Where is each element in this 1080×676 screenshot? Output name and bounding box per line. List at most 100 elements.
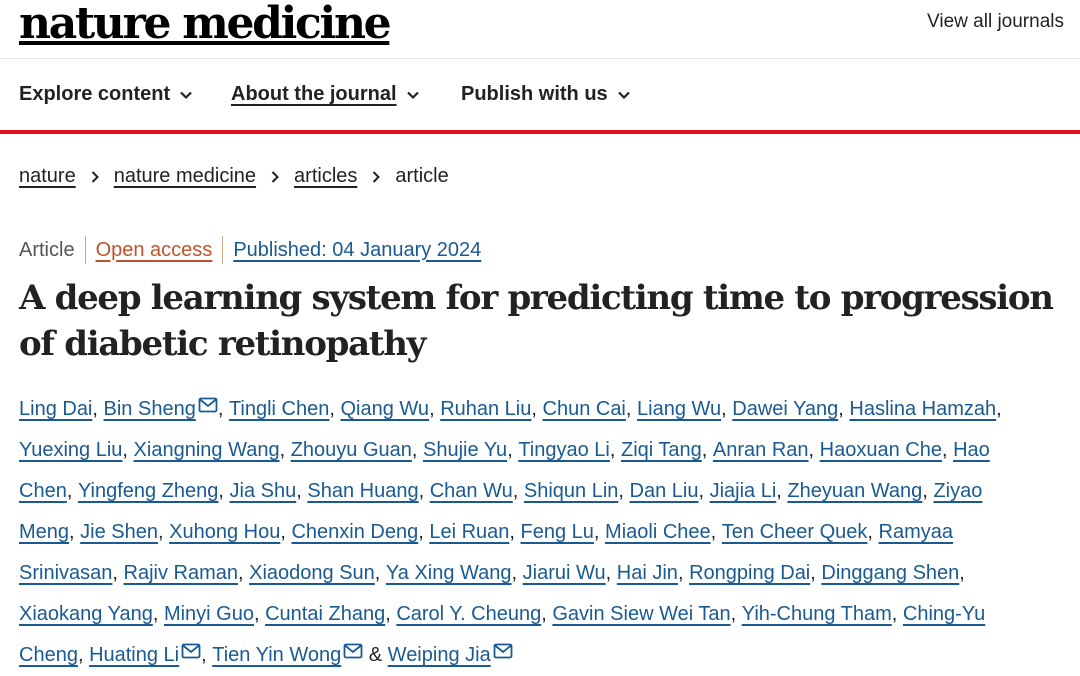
author-item: Minyi Guo, <box>163 603 266 625</box>
author-link[interactable]: Zheyuan Wang <box>787 480 923 502</box>
site-header: nature medicine View all journals <box>0 0 1080 59</box>
author-link[interactable]: Lei Ruan <box>429 521 510 543</box>
author-link[interactable]: Shan Huang <box>307 480 419 502</box>
author-item: Haslina Hamzah, <box>849 398 1002 420</box>
nav-publish-with-us-label: Publish with us <box>461 83 608 105</box>
author-link[interactable]: Jie Shen <box>80 521 158 543</box>
author-link[interactable]: Ling Dai <box>19 398 93 420</box>
meta-divider <box>222 236 224 264</box>
author-link[interactable]: Xuhong Hou <box>169 521 281 543</box>
author-link[interactable]: Hai Jin <box>616 562 678 584</box>
author-link[interactable]: Yih-Chung Tham <box>741 603 892 625</box>
author-link[interactable]: Ziyao Meng <box>19 480 983 543</box>
author-link[interactable]: Huating Li <box>89 644 180 666</box>
author-link[interactable]: Shujie Yu <box>423 439 508 461</box>
author-item: Jia Shu, <box>229 480 308 502</box>
author-link[interactable]: Tien Yin Wong <box>212 644 342 666</box>
breadcrumb-nature[interactable]: nature <box>19 165 76 187</box>
author-item: Jie Shen, <box>80 521 170 543</box>
author-link[interactable]: Xiaodong Sun <box>249 562 375 584</box>
author-link[interactable]: Haoxuan Che <box>819 439 942 461</box>
envelope-icon[interactable] <box>493 643 513 659</box>
author-link[interactable]: Chan Wu <box>429 480 513 502</box>
author-link[interactable]: Miaoli Chee <box>605 521 711 543</box>
author-link[interactable]: Xiangning Wang <box>133 439 280 461</box>
author-link[interactable]: Hao Chen <box>19 439 990 502</box>
published-date-link[interactable]: Published: 04 January 2024 <box>233 238 482 261</box>
author-item: Liang Wu, <box>637 398 733 420</box>
open-access-link[interactable]: Open access <box>95 238 213 261</box>
author-link[interactable]: Chenxin Deng <box>291 521 419 543</box>
author-item: Tien Yin Wong & <box>212 643 388 666</box>
envelope-icon[interactable] <box>181 643 201 659</box>
author-link[interactable]: Ching-Yu Cheng <box>19 603 986 666</box>
breadcrumb: nature nature medicine articles article <box>19 165 449 188</box>
author-item: Jiajia Li, <box>709 480 788 502</box>
author-link[interactable]: Weiping Jia <box>387 644 491 666</box>
author-link[interactable]: Minyi Guo <box>163 603 254 625</box>
author-link[interactable]: Ya Xing Wang <box>385 562 512 584</box>
journal-logo[interactable]: nature medicine <box>19 0 392 49</box>
author-link[interactable]: Tingyao Li <box>518 439 610 461</box>
author-link[interactable]: Yuexing Liu <box>19 439 123 461</box>
author-item: Shujie Yu, <box>423 439 519 461</box>
author-link[interactable]: Feng Lu <box>520 521 594 543</box>
author-link[interactable]: Jiarui Wu <box>522 562 606 584</box>
author-item: Jiarui Wu, <box>522 562 617 584</box>
author-link[interactable]: Qiang Wu <box>340 398 430 420</box>
nav-explore-content[interactable]: Explore content <box>19 83 193 106</box>
article-type: Article <box>19 238 75 261</box>
author-link[interactable]: Bin Sheng <box>103 398 196 420</box>
author-link[interactable]: Rongping Dai <box>689 562 811 584</box>
author-item: Gavin Siew Wei Tan, <box>552 603 742 625</box>
author-link[interactable]: Ruhan Liu <box>440 398 532 420</box>
author-link[interactable]: Ziqi Tang <box>620 439 702 461</box>
author-link[interactable]: Chun Cai <box>542 398 626 420</box>
author-item: Dawei Yang, <box>732 398 850 420</box>
author-item: Rongping Dai, <box>689 562 822 584</box>
author-item: Rajiv Raman, <box>123 562 250 584</box>
author-link[interactable]: Tingli Chen <box>228 398 330 420</box>
author-link[interactable]: Yingfeng Zheng <box>77 480 219 502</box>
author-link[interactable]: Ten Cheer Quek <box>721 521 868 543</box>
author-item: Cuntai Zhang, <box>265 603 397 625</box>
breadcrumb-articles[interactable]: articles <box>294 165 358 187</box>
author-link[interactable]: Anran Ran <box>712 439 809 461</box>
nav-publish-with-us[interactable]: Publish with us <box>461 83 631 106</box>
author-item: Tingli Chen, <box>228 398 341 420</box>
author-link[interactable]: Dinggang Shen <box>821 562 960 584</box>
author-link[interactable]: Gavin Siew Wei Tan <box>552 603 731 625</box>
author-link[interactable]: Liang Wu <box>637 398 722 420</box>
author-item: Feng Lu, <box>520 521 606 543</box>
article-meta: Article Open access Published: 04 Januar… <box>19 236 481 264</box>
author-link[interactable]: Dan Liu <box>629 480 699 502</box>
breadcrumb-nature-medicine[interactable]: nature medicine <box>113 165 257 187</box>
author-item: Huating Li, <box>89 643 213 666</box>
chevron-right-icon <box>271 170 279 183</box>
author-link[interactable]: Xiaokang Yang <box>19 603 153 625</box>
author-item: Xuhong Hou, <box>169 521 292 543</box>
chevron-down-icon <box>180 91 192 99</box>
author-link[interactable]: Carol Y. Cheung <box>396 603 542 625</box>
author-link[interactable]: Zhouyu Guan <box>290 439 412 461</box>
envelope-icon[interactable] <box>343 643 363 659</box>
author-item: Qiang Wu, <box>340 398 441 420</box>
author-link[interactable]: Dawei Yang <box>732 398 839 420</box>
view-all-journals-link[interactable]: View all journals <box>927 11 1064 32</box>
author-item: Ziyao Meng, <box>19 480 983 543</box>
chevron-right-icon <box>373 170 381 183</box>
author-link[interactable]: Haslina Hamzah <box>849 398 997 420</box>
nav-about-the-journal[interactable]: About the journal <box>231 83 420 106</box>
author-link[interactable]: Jia Shu <box>229 480 297 502</box>
author-item: Zhouyu Guan, <box>290 439 424 461</box>
author-link[interactable]: Jiajia Li <box>709 480 777 502</box>
chevron-down-icon <box>406 91 419 99</box>
meta-divider <box>84 236 86 264</box>
author-link[interactable]: Cuntai Zhang <box>265 603 386 625</box>
author-link[interactable]: Shiqun Lin <box>523 480 619 502</box>
author-item: Xiaodong Sun, <box>249 562 386 584</box>
envelope-icon[interactable] <box>198 397 218 413</box>
author-item: Haoxuan Che, <box>819 439 954 461</box>
author-link[interactable]: Rajiv Raman <box>123 562 238 584</box>
author-link[interactable]: Ramyaa Srinivasan <box>19 521 954 584</box>
